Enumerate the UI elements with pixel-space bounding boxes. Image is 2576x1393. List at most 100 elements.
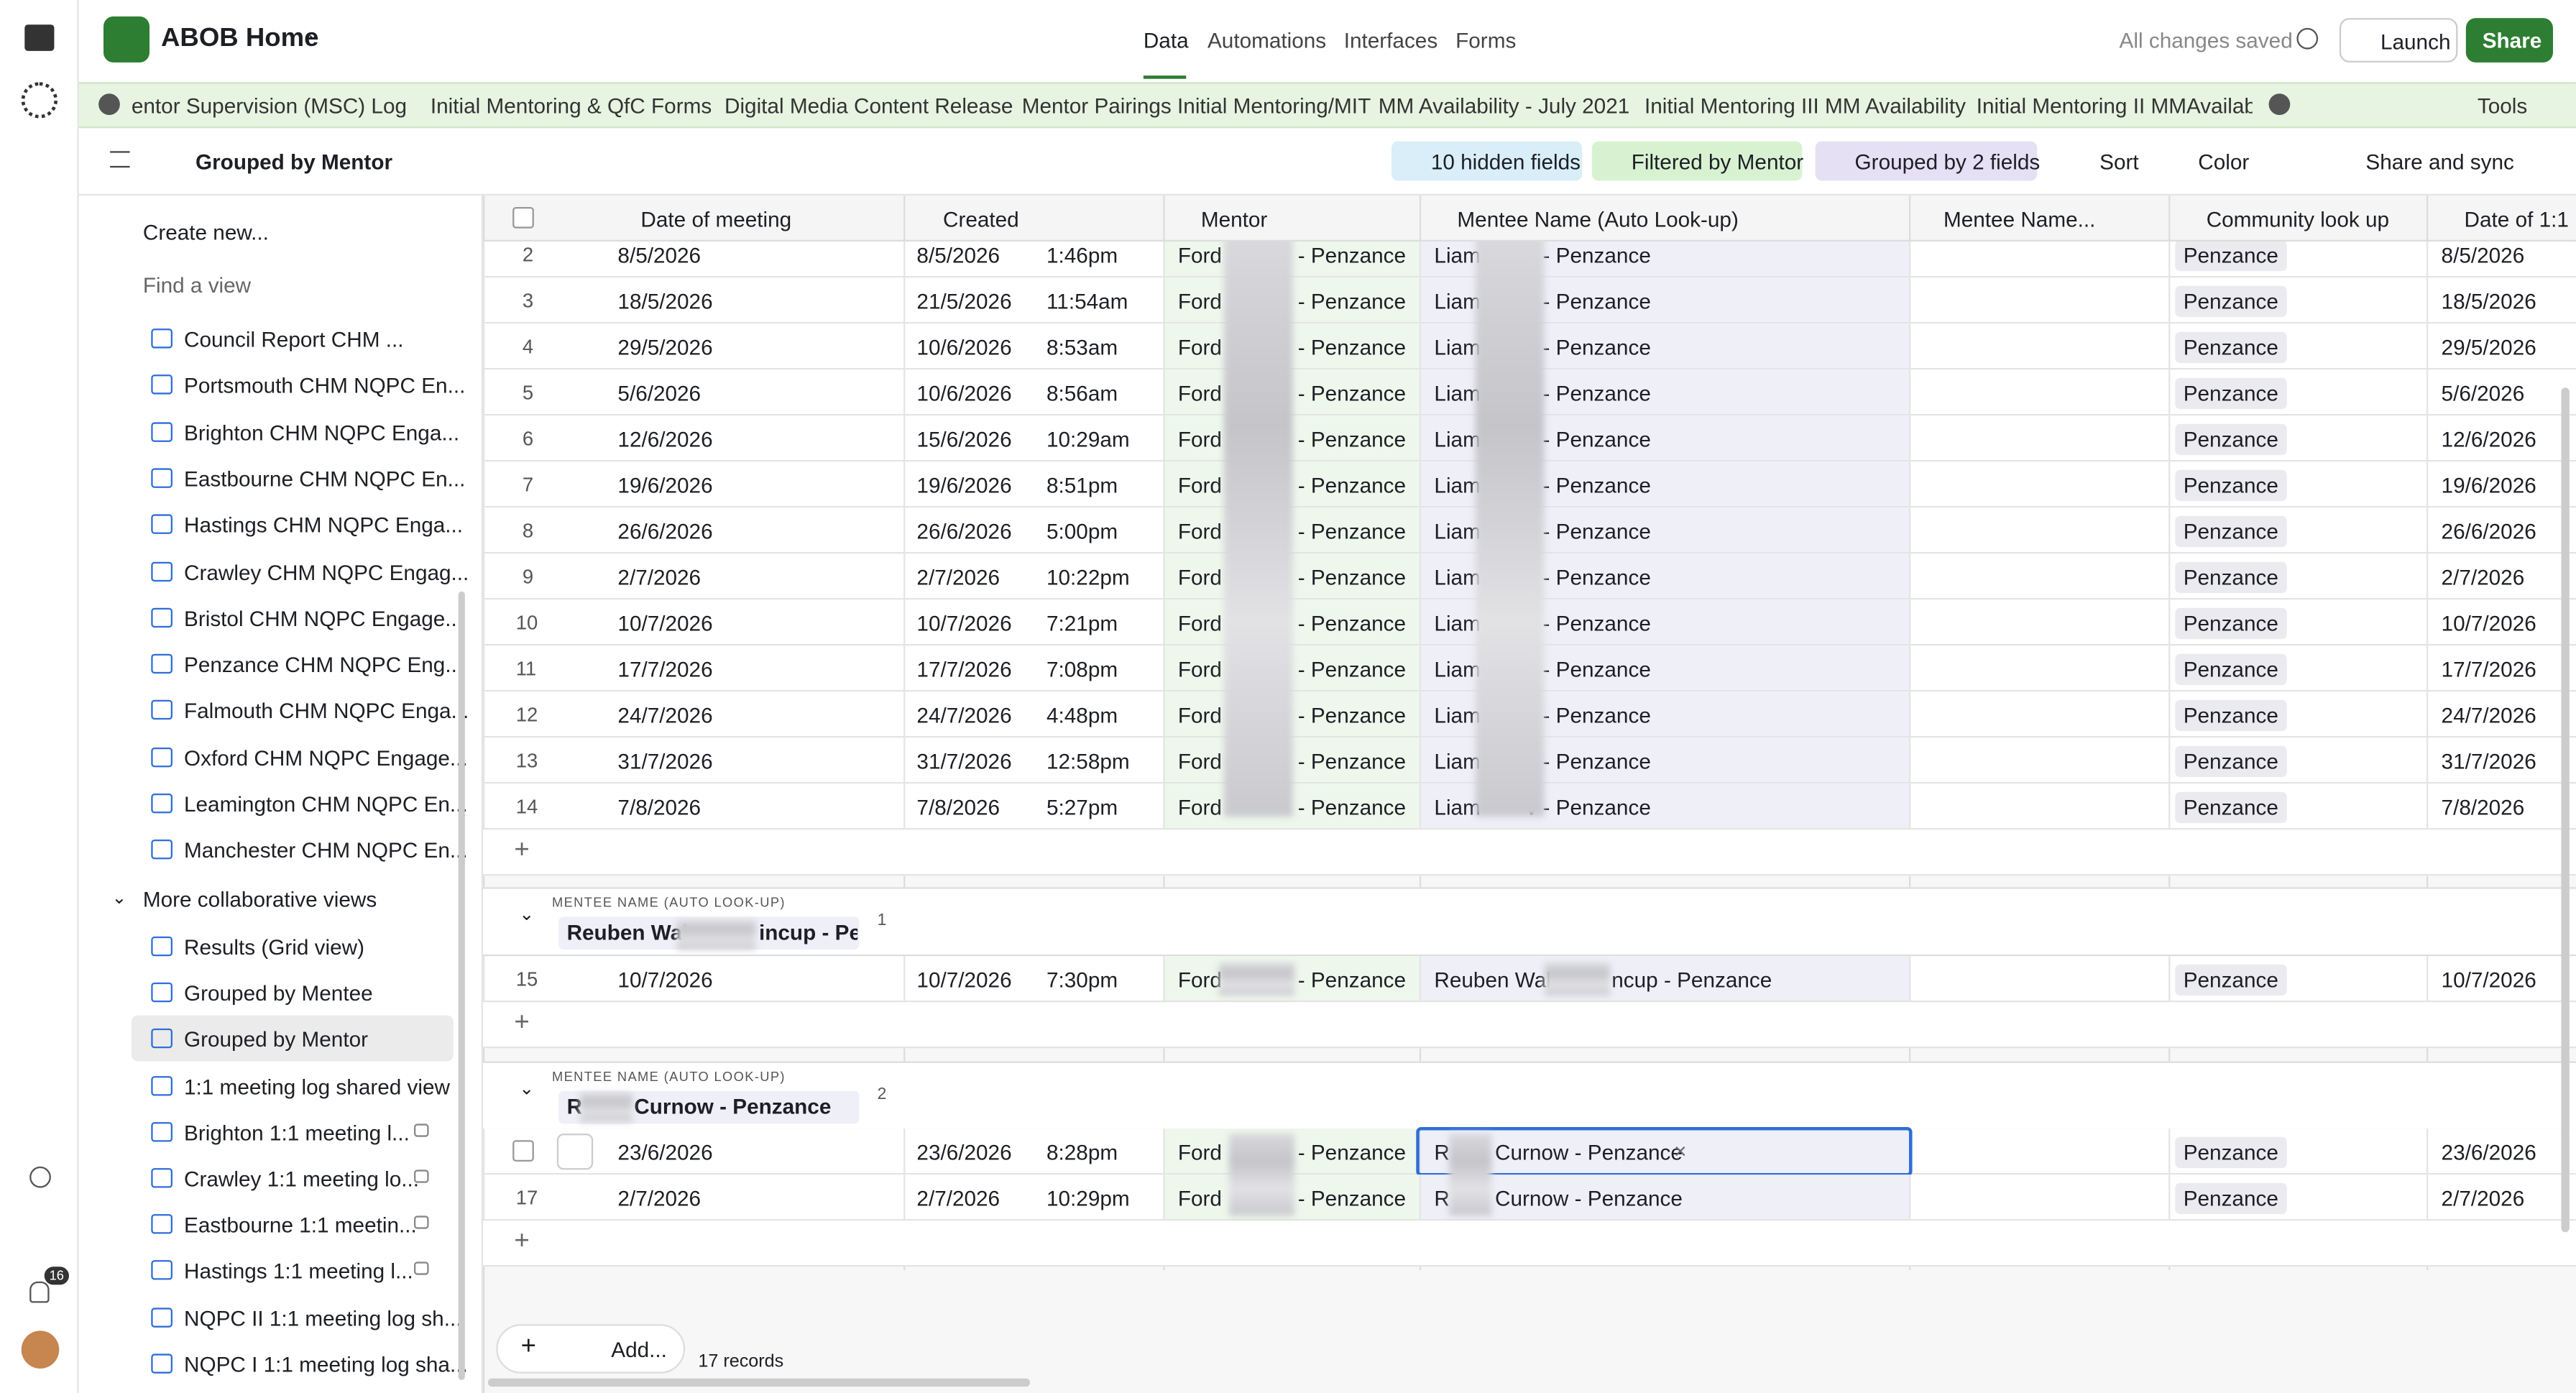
- toolbar-button[interactable]: Share and sync: [2365, 149, 2514, 175]
- table-tab[interactable]: Digital Media Content Release: [724, 93, 1013, 119]
- toolbar-button[interactable]: Filtered by Mentor: [1591, 141, 1803, 181]
- toolbar-button[interactable]: Sort: [2099, 149, 2139, 175]
- share-button[interactable]: Share: [2465, 18, 2553, 63]
- cell-border: [2168, 369, 2171, 416]
- cell-date[interactable]: 2/7/2026: [617, 565, 702, 590]
- table-tab[interactable]: MM Availability - July 2021: [1378, 93, 1630, 119]
- cell-mentor: Ford: [1177, 749, 1222, 774]
- cell-date[interactable]: 31/7/2026: [617, 749, 713, 774]
- table-tab[interactable]: Initial Mentoring & QfC Forms: [430, 93, 712, 119]
- view-item[interactable]: Penzance CHM NQPC Eng...: [183, 652, 464, 677]
- blur: [1475, 231, 1545, 817]
- cell-date[interactable]: 7/8/2026: [617, 795, 702, 820]
- launch-button[interactable]: Launch: [2339, 18, 2458, 63]
- column-header[interactable]: Created: [942, 206, 1019, 232]
- add-row-button[interactable]: +: [514, 1227, 530, 1256]
- cell-date[interactable]: 12/6/2026: [617, 427, 713, 452]
- toolbar-button[interactable]: Color: [2198, 149, 2250, 175]
- cell-mentor: - Penzance: [1297, 795, 1407, 820]
- add-row-button[interactable]: +: [514, 836, 530, 865]
- nav-tab[interactable]: Forms: [1455, 27, 1517, 53]
- view-item[interactable]: Manchester CHM NQPC En...: [183, 838, 468, 863]
- view-item[interactable]: 1:1 meeting log shared view: [183, 1073, 450, 1099]
- cell-mentor: Ford: [1177, 427, 1222, 452]
- table-tab[interactable]: Mentor Pairings Initial Mentoring/MIT: [1021, 93, 1371, 119]
- cell-mentor: - Penzance: [1297, 1186, 1407, 1211]
- cell-date[interactable]: 10/7/2026: [617, 611, 713, 636]
- section-title[interactable]: More collaborative views: [142, 887, 377, 912]
- view-item[interactable]: Results (Grid view): [183, 934, 364, 960]
- menu-icon[interactable]: [110, 151, 130, 168]
- view-item[interactable]: Eastbourne CHM NQPC En...: [183, 466, 466, 492]
- view-item[interactable]: Grouped by Mentee: [183, 980, 373, 1006]
- checkbox[interactable]: [512, 206, 534, 229]
- view-item[interactable]: Council Report CHM ...: [183, 326, 404, 352]
- column-header[interactable]: Date of 1:1 m: [2464, 206, 2576, 232]
- column-header[interactable]: Mentee Name (Auto Look-up): [1457, 206, 1739, 232]
- lock-icon: [413, 1123, 429, 1137]
- expand-button[interactable]: [556, 1134, 594, 1170]
- row-number: 9: [522, 565, 534, 589]
- avatar[interactable]: [21, 1330, 60, 1369]
- view-item[interactable]: Hastings CHM NQPC Enga...: [183, 512, 464, 538]
- view-name[interactable]: Grouped by Mentor: [195, 149, 393, 175]
- cell-date[interactable]: 24/7/2026: [617, 703, 713, 728]
- cell-border: [903, 231, 906, 278]
- search[interactable]: Find a view: [142, 272, 252, 298]
- table-tab[interactable]: Initial Mentoring III MM Availability: [1644, 93, 1966, 119]
- cell-border: [1908, 507, 1911, 554]
- view-item[interactable]: Brighton CHM NQPC Enga...: [183, 420, 460, 445]
- cell-border: [2426, 956, 2429, 1003]
- cell-date[interactable]: 18/5/2026: [617, 289, 713, 314]
- cell-date[interactable]: 8/5/2026: [617, 243, 702, 268]
- tab-next[interactable]: [2268, 93, 2291, 115]
- nav-tab[interactable]: Automations: [1207, 27, 1327, 53]
- view-item[interactable]: Falmouth CHM NQPC Enga...: [183, 699, 469, 724]
- view-item[interactable]: NQPC II 1:1 meeting log sh...: [183, 1305, 462, 1330]
- view-item[interactable]: Portsmouth CHM NQPC En...: [183, 373, 466, 398]
- footer-plus[interactable]: +: [520, 1332, 536, 1361]
- cell-date[interactable]: 26/6/2026: [617, 519, 713, 544]
- home-icon[interactable]: [24, 24, 55, 51]
- help-icon[interactable]: [29, 1166, 51, 1188]
- cell-border: [482, 645, 485, 692]
- view-item[interactable]: Crawley 1:1 meeting lo...: [183, 1166, 420, 1192]
- view-item[interactable]: Bristol CHM NQPC Engage...: [183, 605, 464, 631]
- checkbox[interactable]: [512, 1140, 534, 1162]
- create-new[interactable]: Create new...: [142, 220, 269, 245]
- table-tab[interactable]: entor Supervision (MSC) Log: [131, 93, 408, 119]
- cell-date[interactable]: 10/7/2026: [617, 967, 713, 993]
- column-header[interactable]: Community look up: [2206, 206, 2390, 232]
- cell-date[interactable]: 2/7/2026: [617, 1186, 702, 1211]
- view-item[interactable]: Hastings 1:1 meeting l...: [183, 1259, 413, 1284]
- view-item[interactable]: NQPC I 1:1 meeting log sha...: [183, 1351, 468, 1376]
- add-row-button[interactable]: +: [514, 1008, 530, 1037]
- history-icon[interactable]: [2296, 27, 2319, 50]
- cell-mentee: v - Penzance: [1526, 335, 1651, 360]
- cell-date[interactable]: 5/6/2026: [617, 381, 702, 406]
- footer-add[interactable]: Add...: [611, 1337, 667, 1362]
- cell-date[interactable]: 23/6/2026: [617, 1140, 713, 1165]
- view-item[interactable]: Brighton 1:1 meeting l...: [183, 1120, 410, 1145]
- cell-date[interactable]: 19/6/2026: [617, 473, 713, 498]
- nav-tab[interactable]: Interfaces: [1343, 27, 1438, 53]
- base-name[interactable]: ABOB Home: [160, 24, 319, 53]
- toolbar-button[interactable]: 10 hidden fields: [1391, 141, 1583, 181]
- cell-date[interactable]: 29/5/2026: [617, 335, 713, 360]
- view-item[interactable]: Leamington CHM NQPC En...: [183, 791, 468, 817]
- nav-tab[interactable]: Data: [1143, 27, 1189, 53]
- bell-icon[interactable]: [29, 1281, 50, 1303]
- grid-view-icon: [151, 936, 172, 957]
- column-header[interactable]: Mentor: [1200, 206, 1268, 232]
- view-item[interactable]: Grouped by Mentor: [183, 1027, 369, 1052]
- column-header[interactable]: Mentee Name...: [1943, 206, 2096, 232]
- view-item[interactable]: Eastbourne 1:1 meetin...: [183, 1213, 417, 1238]
- view-item[interactable]: Crawley CHM NQPC Engag...: [183, 559, 469, 584]
- tools[interactable]: Tools: [2477, 93, 2528, 119]
- view-item[interactable]: Oxford CHM NQPC Engage...: [183, 745, 468, 771]
- cell-date[interactable]: 17/7/2026: [617, 657, 713, 682]
- tab-prev[interactable]: [98, 93, 120, 115]
- toolbar-button[interactable]: Grouped by 2 fields: [1815, 141, 2040, 181]
- column-header[interactable]: Date of meeting: [640, 206, 792, 232]
- table-tab[interactable]: Initial Mentoring II MMAvailabilit: [1976, 93, 2253, 119]
